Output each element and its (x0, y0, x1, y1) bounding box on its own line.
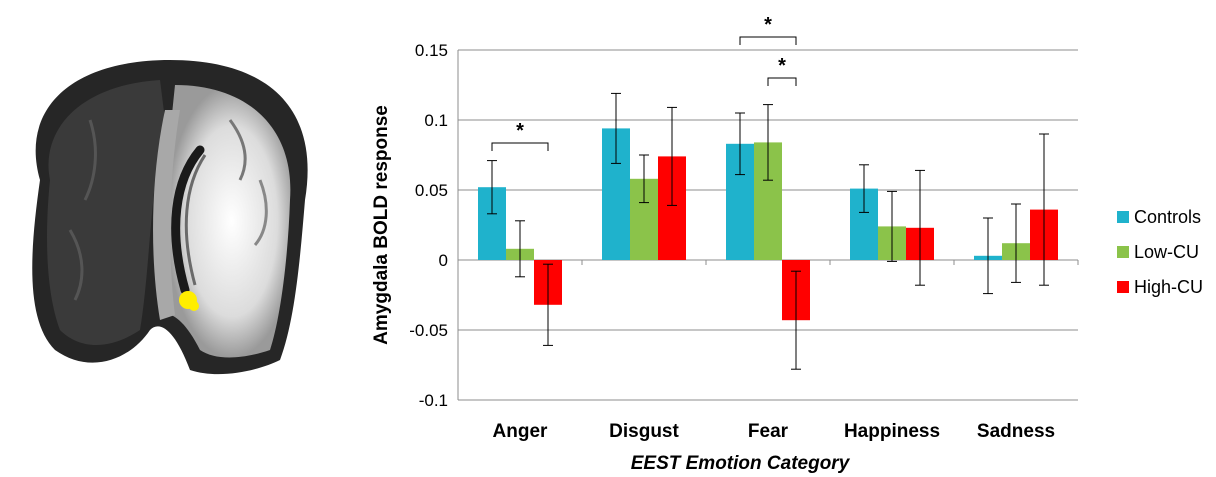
y-tick-label: 0 (439, 251, 448, 270)
significance-bracket (491, 142, 549, 151)
significance-bracket (767, 77, 797, 86)
x-axis-title: EEST Emotion Category (631, 453, 851, 474)
brain-slice (32, 60, 308, 375)
x-tick-label: Happiness (844, 421, 940, 442)
y-tick-label: 0.05 (415, 181, 448, 200)
significance-star: * (516, 120, 524, 142)
x-tick-label: Sadness (977, 421, 1055, 442)
significance-markers: * * * (491, 14, 797, 151)
legend-label: Controls (1134, 207, 1201, 227)
legend: Controls Low-CU High-CU (1117, 207, 1203, 297)
significance-star: * (778, 55, 786, 77)
x-tick-label: Disgust (609, 421, 679, 442)
brain-mri-image (32, 60, 308, 375)
x-tick-label: Fear (748, 421, 789, 442)
x-tick-label: Anger (493, 421, 549, 442)
legend-swatch (1117, 246, 1129, 258)
error-bars (487, 92, 1049, 370)
legend-swatch (1117, 211, 1129, 223)
y-tick-label: -0.05 (409, 321, 448, 340)
significance-bracket (739, 36, 797, 45)
legend-swatch (1117, 281, 1129, 293)
legend-label: High-CU (1134, 277, 1203, 297)
y-tick-label: 0.15 (415, 41, 448, 60)
legend-label: Low-CU (1134, 242, 1199, 262)
y-axis-title: Amygdala BOLD response (371, 105, 392, 345)
significance-star: * (764, 14, 772, 36)
y-tick-label: 0.1 (424, 111, 448, 130)
y-tick-label: -0.1 (419, 391, 448, 410)
axes: 0.15 0.1 0.05 0 -0.05 -0.1 Anger Disgust Fear Hap… (409, 41, 1079, 442)
